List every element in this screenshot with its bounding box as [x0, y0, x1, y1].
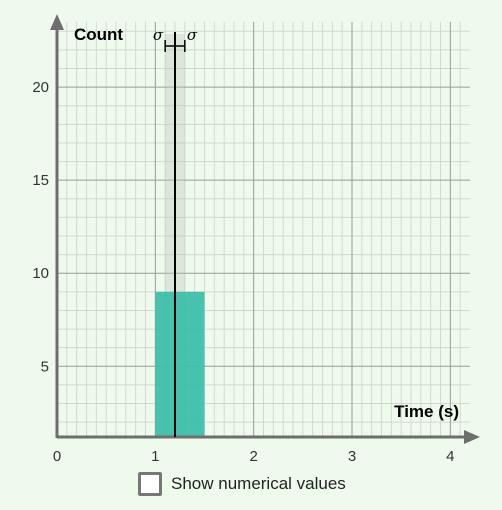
- histogram-bar: [155, 291, 205, 437]
- show-values-toggle[interactable]: Show numerical values: [138, 472, 346, 496]
- y-tick-label: 10: [32, 265, 49, 282]
- y-tick-label: 20: [32, 79, 49, 96]
- x-tick-label: 3: [348, 448, 356, 465]
- x-tick-label: 1: [151, 448, 159, 465]
- grid: [57, 22, 470, 437]
- bars: [155, 291, 205, 437]
- show-values-checkbox[interactable]: [138, 472, 162, 496]
- y-tick-label: 15: [32, 172, 49, 189]
- sigma-label-right: σ: [187, 26, 198, 44]
- x-axis-arrow: [464, 430, 480, 444]
- y-axis-arrow: [50, 14, 64, 30]
- x-tick-label: 4: [446, 448, 454, 465]
- y-axis-title: Count: [74, 25, 123, 44]
- tick-labels: 0 1 2 3 4 5 10 15 20: [32, 79, 454, 465]
- x-tick-label: 0: [53, 448, 61, 465]
- y-tick-label: 5: [41, 358, 49, 375]
- x-tick-label: 2: [249, 448, 257, 465]
- axes: [50, 14, 480, 444]
- x-axis-title: Time (s): [394, 402, 459, 421]
- sigma-label-left: σ: [153, 26, 164, 44]
- show-values-label: Show numerical values: [171, 474, 346, 493]
